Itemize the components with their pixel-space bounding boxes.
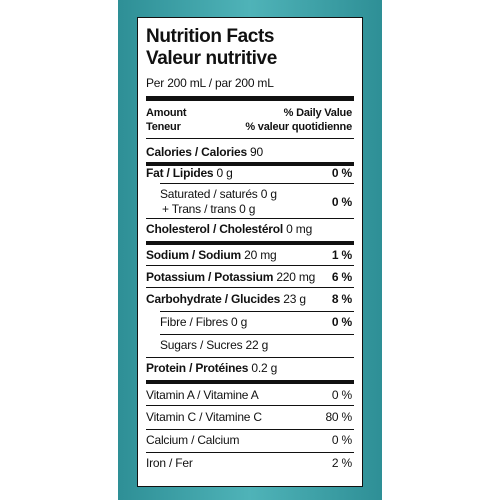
nutrition-label: Nutrition Facts Valeur nutritive Per 200… (137, 17, 363, 487)
row: Carbohydrate / Glucides 23 g (146, 292, 306, 306)
amount: 0 g (257, 187, 277, 201)
amount: 20 mg (241, 248, 277, 262)
dv-header: % Daily Value (283, 107, 353, 119)
row: Saturated / saturés 0 g (160, 187, 277, 201)
amount: 23 g (280, 292, 306, 306)
amount: 0.2 g (248, 361, 278, 375)
amount: 90 (246, 145, 264, 159)
daily-value: 8 % (331, 292, 352, 306)
nutrient: Fibre / Fibres (160, 315, 228, 329)
row: Sodium / Sodium 20 mg (146, 248, 277, 262)
daily-value: 6 % (331, 270, 352, 284)
amount-header: Amount (146, 107, 187, 119)
row: Protein / Protéines 0.2 g (146, 361, 277, 375)
amount: 0 g (213, 166, 233, 180)
rule (146, 287, 354, 288)
row: Cholesterol / Cholestérol 0 mg (146, 222, 312, 236)
rule (146, 96, 354, 101)
title: Nutrition Facts (146, 26, 275, 47)
dv-header-fr: % valeur quotidienne (245, 121, 352, 133)
daily-value: 0 % (331, 315, 352, 329)
rule (146, 138, 354, 139)
rule (146, 380, 354, 384)
nutrient: Saturated / saturés (160, 187, 258, 201)
daily-value: 0 % (331, 433, 352, 447)
row: Calcium / Calcium (146, 433, 239, 447)
rule (160, 183, 354, 184)
amount: 22 g (242, 338, 269, 352)
amount: 0 mg (283, 222, 313, 236)
nutrient: Fat / Lipides (146, 166, 214, 180)
row: Vitamin C / Vitamine C (146, 410, 262, 424)
nutrient: Vitamin A / Vitamine A (146, 388, 259, 402)
daily-value: 0 % (331, 388, 352, 402)
row: + Trans / trans 0 g (162, 202, 255, 216)
amount-header-fr: Teneur (146, 121, 181, 133)
nutrient: Sugars / Sucres (160, 338, 243, 352)
row: Vitamin A / Vitamine A (146, 388, 259, 402)
nutrient: Calories / Calories (146, 145, 247, 159)
rule (146, 162, 354, 166)
nutrient: Iron / Fer (146, 456, 193, 470)
nutrient: Protein / Protéines (146, 361, 249, 375)
daily-value: 2 % (331, 456, 352, 470)
amount: 220 mg (273, 270, 316, 284)
row: Calories / Calories 90 (146, 145, 263, 159)
rule (146, 357, 354, 358)
row: Iron / Fer (146, 456, 193, 470)
daily-value: 0 % (331, 166, 352, 180)
nutrient: Calcium / Calcium (146, 433, 240, 447)
title-fr: Valeur nutritive (146, 48, 277, 69)
nutrient: Vitamin C / Vitamine C (146, 410, 262, 424)
amount: 0 g (236, 202, 256, 216)
rule (160, 334, 354, 335)
nutrient: Cholesterol / Cholestérol (146, 222, 284, 236)
serving: Per 200 mL / par 200 mL (146, 76, 274, 90)
nutrient: Potassium / Potassium (146, 270, 274, 284)
rule (146, 241, 354, 245)
row: Sugars / Sucres 22 g (160, 338, 268, 352)
daily-value: 1 % (331, 248, 352, 262)
rule (146, 265, 354, 266)
rule (146, 429, 354, 430)
daily-value: 80 % (325, 410, 352, 424)
rule (160, 311, 354, 312)
row: Fat / Lipides 0 g (146, 166, 233, 180)
nutrient: + Trans / trans (162, 202, 237, 216)
daily-value: 0 % (331, 195, 352, 209)
row: Fibre / Fibres 0 g (160, 315, 247, 329)
rule (146, 405, 354, 406)
nutrient: Sodium / Sodium (146, 248, 241, 262)
rule (146, 218, 354, 219)
row: Potassium / Potassium 220 mg (146, 270, 315, 284)
amount: 0 g (227, 315, 248, 329)
rule (146, 452, 354, 453)
nutrient: Carbohydrate / Glucides (146, 292, 281, 306)
